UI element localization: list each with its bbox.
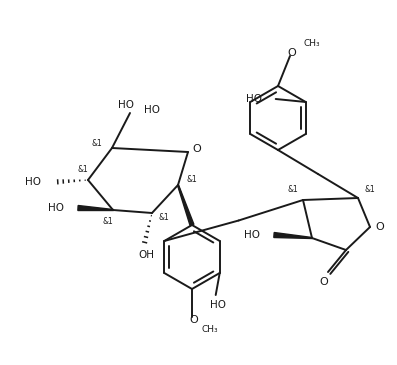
Text: O: O: [320, 277, 328, 287]
Text: O: O: [376, 222, 384, 232]
Text: CH₃: CH₃: [304, 39, 321, 49]
Text: &1: &1: [103, 218, 114, 227]
Text: HO: HO: [210, 300, 226, 310]
Text: &1: &1: [78, 165, 89, 174]
Text: CH₃: CH₃: [202, 326, 219, 334]
Text: O: O: [287, 48, 297, 58]
Text: HO: HO: [118, 100, 134, 110]
Polygon shape: [78, 205, 113, 211]
Text: HO: HO: [25, 177, 41, 187]
Polygon shape: [274, 233, 312, 238]
Text: O: O: [193, 144, 201, 154]
Text: &1: &1: [364, 185, 376, 195]
Text: HO: HO: [246, 94, 262, 104]
Text: &1: &1: [287, 185, 299, 195]
Text: &1: &1: [159, 214, 170, 223]
Text: O: O: [190, 315, 198, 325]
Text: OH: OH: [138, 250, 154, 260]
Text: HO: HO: [48, 203, 64, 213]
Polygon shape: [177, 185, 194, 226]
Text: &1: &1: [92, 138, 102, 147]
Text: HO: HO: [244, 230, 260, 240]
Text: &1: &1: [187, 176, 197, 184]
Text: HO: HO: [144, 105, 160, 115]
